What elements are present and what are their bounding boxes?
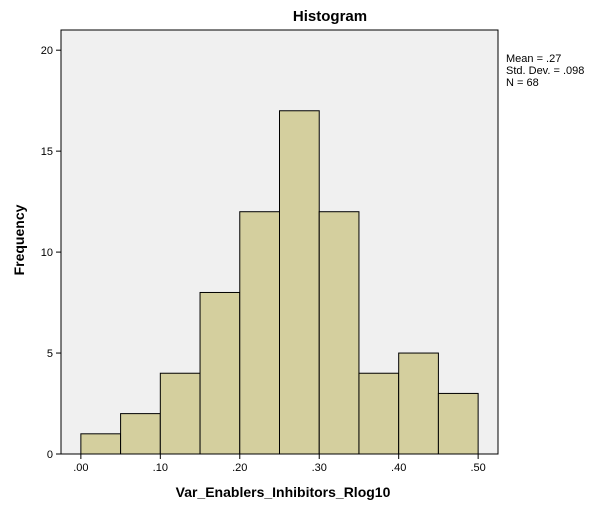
y-axis: 0 5 10 15 20	[41, 45, 61, 461]
histogram-bar	[437, 392, 479, 455]
stat-mean: Mean = .27	[506, 53, 561, 65]
histogram-bar	[199, 291, 241, 455]
x-tick-label: .10	[153, 462, 168, 474]
y-tick-label: 5	[47, 348, 53, 360]
x-axis: .00 .10 .20 .30 .40 .50	[73, 454, 486, 474]
histogram-bar	[279, 110, 320, 455]
bars-group	[80, 110, 479, 455]
x-tick-label: .00	[73, 462, 88, 474]
histogram-bar	[159, 372, 201, 455]
x-tick-label: .20	[232, 462, 247, 474]
histogram-bar	[239, 211, 280, 455]
histogram-bar	[120, 413, 161, 455]
y-axis-title: Frequency	[11, 204, 27, 275]
chart-title: Histogram	[293, 8, 367, 25]
x-tick-label: .30	[312, 462, 327, 474]
histogram-bar	[80, 433, 122, 455]
x-tick-label: .40	[391, 462, 406, 474]
histogram-bar	[398, 352, 439, 455]
histogram-bar	[318, 211, 360, 455]
y-tick-label: 0	[47, 449, 53, 461]
y-tick-label: 20	[41, 45, 53, 57]
y-tick-label: 15	[41, 146, 53, 158]
stat-n: N = 68	[506, 77, 539, 89]
y-tick-label: 10	[41, 247, 53, 259]
stat-std-dev: Std. Dev. = .098	[506, 65, 584, 77]
x-tick-label: .50	[470, 462, 485, 474]
histogram-bar	[358, 372, 400, 455]
x-axis-title: Var_Enablers_Inhibitors_Rlog10	[176, 484, 391, 500]
